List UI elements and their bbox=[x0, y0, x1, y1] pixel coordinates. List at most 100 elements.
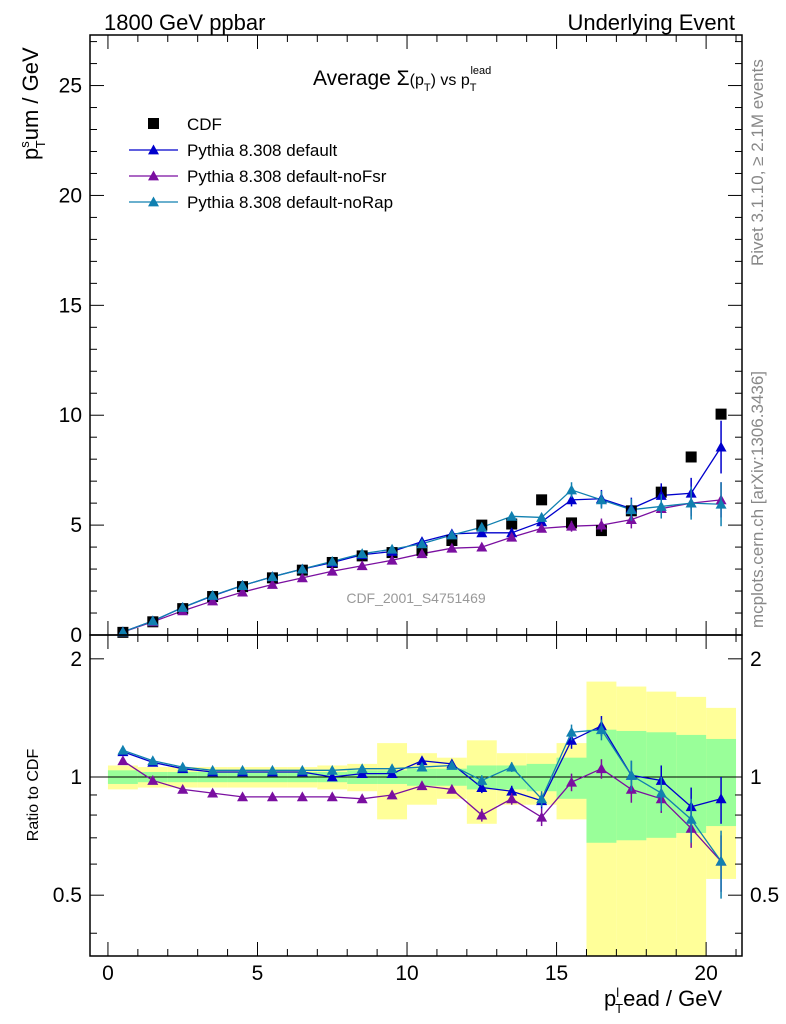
data-point-2 bbox=[416, 548, 428, 559]
x-tick-label: 10 bbox=[395, 962, 418, 985]
data-point-2 bbox=[326, 565, 338, 576]
ratio-point-1 bbox=[207, 787, 219, 798]
main-x-ticks bbox=[107, 35, 737, 635]
ratio-point-2 bbox=[446, 759, 458, 770]
data-point-2 bbox=[595, 519, 607, 530]
title-paren: (p bbox=[410, 72, 424, 89]
data-point-3 bbox=[595, 494, 607, 505]
x-tick-label: 5 bbox=[252, 962, 264, 985]
data-point-3 bbox=[655, 500, 667, 511]
legend-label: Pythia 8.308 default-noFsr bbox=[187, 167, 387, 186]
data-point-1 bbox=[566, 494, 578, 505]
data-point-3 bbox=[207, 589, 219, 600]
ratio-y-tick-label-right: 1 bbox=[750, 766, 762, 789]
ratio-point-1 bbox=[446, 783, 458, 794]
data-point-2 bbox=[536, 522, 548, 533]
legend-label: Pythia 8.308 default-noRap bbox=[187, 193, 393, 212]
ratio-point-1 bbox=[506, 793, 518, 804]
data-point-2 bbox=[237, 586, 249, 597]
ratio-point-2 bbox=[416, 761, 428, 772]
ratio-point-2 bbox=[237, 764, 249, 775]
title-sup-lead: lead bbox=[470, 65, 491, 77]
title-paren-close: ) bbox=[431, 72, 436, 89]
main-data-layer bbox=[117, 408, 727, 638]
ratio-y-tick-label-right: 2 bbox=[750, 648, 762, 671]
header-left: 1800 GeV ppbar bbox=[104, 10, 265, 35]
legend: CDF Pythia 8.308 default Pythia 8.308 defa… bbox=[129, 115, 393, 212]
ylabel-sup-s: s bbox=[17, 141, 32, 148]
legend-marker bbox=[148, 118, 159, 129]
ratio-point-2 bbox=[625, 769, 637, 780]
data-point-3 bbox=[386, 543, 398, 554]
ratio-point-1 bbox=[326, 791, 338, 802]
ratio-point-1 bbox=[296, 791, 308, 802]
data-point-2 bbox=[506, 531, 518, 542]
data-point-3 bbox=[177, 602, 189, 612]
ylabel-p: p bbox=[18, 148, 43, 160]
ratio-point-2 bbox=[386, 763, 398, 774]
analysis-tag: CDF_2001_S4751469 bbox=[346, 590, 486, 606]
main-y-tick-label: 15 bbox=[59, 294, 82, 317]
title-sub-t: T bbox=[424, 82, 431, 94]
ratio-point-1 bbox=[147, 774, 159, 785]
data-point-2 bbox=[207, 595, 219, 606]
ratio-y-tick-label-right: 0.5 bbox=[750, 884, 779, 907]
title-prefix: Average bbox=[313, 67, 397, 90]
legend-marker bbox=[148, 196, 159, 207]
ylabel-sub-t: T bbox=[33, 140, 48, 148]
ratio-point-0 bbox=[416, 755, 428, 766]
x-tick-label: 0 bbox=[102, 962, 114, 985]
ratio-point-0 bbox=[506, 785, 518, 796]
ratio-uncertainty-bands bbox=[107, 681, 737, 956]
main-y-ticks: 0 5 10 15 20 25 bbox=[59, 41, 742, 647]
data-point-3 bbox=[296, 563, 308, 574]
ratio-point-1 bbox=[237, 791, 249, 802]
x-tick-label: 20 bbox=[694, 962, 717, 985]
ratio-point-1 bbox=[566, 776, 578, 787]
data-point-2 bbox=[266, 578, 278, 589]
ratio-point-2 bbox=[117, 744, 129, 755]
x-axis-label: pl Tead / GeV bbox=[604, 985, 722, 1016]
ratio-point-2 bbox=[266, 764, 278, 775]
main-y-tick-label: 25 bbox=[59, 75, 82, 98]
data-point-3 bbox=[147, 615, 159, 626]
legend-marker bbox=[148, 144, 159, 155]
ratio-point-2 bbox=[326, 764, 338, 775]
xlabel-sub: T bbox=[615, 1001, 623, 1016]
data-point-2 bbox=[476, 541, 488, 552]
legend-marker bbox=[148, 170, 159, 181]
data-point-3 bbox=[266, 571, 278, 582]
legend-label: Pythia 8.308 default bbox=[187, 141, 338, 160]
xlabel-p: p bbox=[604, 986, 616, 1011]
ratio-point-0 bbox=[476, 782, 488, 792]
ratio-point-2 bbox=[207, 764, 219, 775]
data-point-2 bbox=[356, 560, 368, 571]
data-point-3 bbox=[416, 538, 428, 549]
ratio-y-axis-label: Ratio to CDF bbox=[25, 749, 42, 842]
y-axis-label: psTum / GeV bbox=[17, 47, 48, 160]
title-sub-t2: T bbox=[470, 82, 477, 94]
main-y-tick-label: 5 bbox=[70, 514, 82, 537]
data-point-cdf bbox=[446, 534, 458, 546]
ratio-point-0 bbox=[715, 793, 727, 804]
data-point-2 bbox=[296, 572, 308, 583]
main-y-tick-label: 0 bbox=[70, 624, 82, 647]
main-panel: 0 5 10 15 20 25 bbox=[59, 34, 743, 647]
ratio-point-2 bbox=[476, 774, 488, 785]
x-tick-label: 15 bbox=[545, 962, 568, 985]
inner-band-bin bbox=[586, 729, 617, 843]
ratio-point-0 bbox=[326, 771, 338, 782]
data-point-3 bbox=[685, 497, 697, 508]
main-y-tick-label: 20 bbox=[59, 184, 82, 207]
ylabel-rest: um / GeV bbox=[18, 47, 43, 140]
ratio-point-1 bbox=[536, 811, 548, 822]
ratio-y-ticks: 0.5 0.5 1 1 2 2 bbox=[53, 648, 779, 934]
title-vs: vs p bbox=[436, 72, 470, 89]
data-point-3 bbox=[536, 511, 548, 522]
ratio-point-1 bbox=[595, 763, 607, 774]
ratio-y-tick-label: 1 bbox=[70, 766, 82, 789]
ratio-point-1 bbox=[386, 789, 398, 800]
ratio-point-2 bbox=[595, 724, 607, 735]
data-point-3 bbox=[566, 484, 578, 495]
